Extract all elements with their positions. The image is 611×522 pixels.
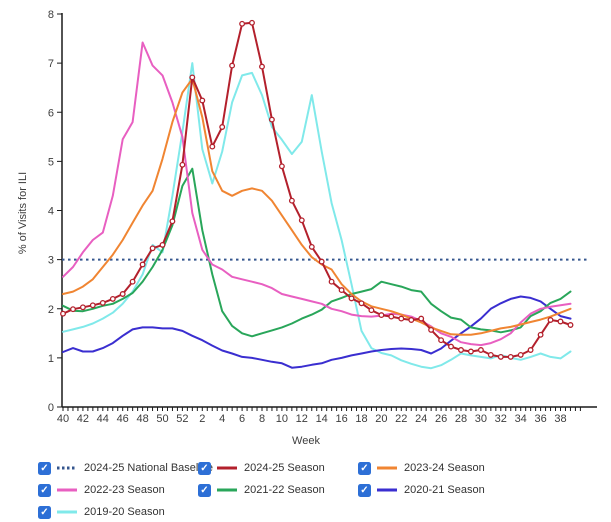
svg-text:48: 48 bbox=[136, 413, 148, 425]
svg-text:30: 30 bbox=[475, 413, 487, 425]
legend-label-2022-23-season: 2022-23 Season bbox=[84, 484, 165, 496]
series-line-2024-25-season bbox=[62, 21, 572, 358]
svg-text:2: 2 bbox=[199, 413, 205, 425]
svg-text:22: 22 bbox=[395, 413, 407, 425]
series-line-2022-23-season bbox=[62, 41, 572, 347]
svg-text:12: 12 bbox=[296, 413, 308, 425]
legend-item-2020-21-season: ✓ 2020-21 Season bbox=[358, 483, 485, 497]
svg-text:16: 16 bbox=[335, 413, 347, 425]
svg-text:8: 8 bbox=[259, 413, 265, 425]
legend-checkbox-2020-21-season[interactable]: ✓ bbox=[358, 483, 371, 497]
svg-text:28: 28 bbox=[455, 413, 467, 425]
series-markers-2024-25-season bbox=[60, 19, 574, 360]
legend-swatch-2023-24-season bbox=[377, 466, 397, 470]
legend-checkbox-2019-20-season[interactable]: ✓ bbox=[38, 505, 51, 519]
svg-text:24: 24 bbox=[415, 413, 427, 425]
legend-item-2019-20-season: ✓ 2019-20 Season bbox=[38, 505, 165, 519]
series-line-2023-24-season bbox=[62, 77, 572, 336]
y-ticks bbox=[57, 13, 62, 408]
svg-text:26: 26 bbox=[435, 413, 447, 425]
svg-text:0: 0 bbox=[48, 402, 54, 414]
svg-text:14: 14 bbox=[316, 413, 328, 425]
x-tick-labels: 40 42 44 46 48 50 52 2 4 6 8 10 12 14 16 18 20 22 24 26 28 30… bbox=[57, 413, 567, 425]
legend-item-2022-23-season: ✓ 2022-23 Season bbox=[38, 483, 165, 497]
series-line-2019-20-season bbox=[62, 62, 572, 370]
svg-text:42: 42 bbox=[77, 413, 89, 425]
svg-text:6: 6 bbox=[239, 413, 245, 425]
svg-text:50: 50 bbox=[156, 413, 168, 425]
axes bbox=[61, 13, 597, 408]
svg-text:40: 40 bbox=[57, 413, 69, 425]
svg-text:10: 10 bbox=[276, 413, 288, 425]
svg-text:4: 4 bbox=[48, 206, 54, 218]
svg-text:3: 3 bbox=[48, 255, 54, 267]
legend-swatch-2024-25-season bbox=[217, 466, 237, 470]
svg-text:6: 6 bbox=[48, 107, 54, 119]
legend-label-2024-25-national-baseline: 2024-25 National Baseline bbox=[84, 462, 214, 474]
y-tick-labels: 0 1 2 3 4 5 6 7 8 bbox=[48, 9, 54, 414]
legend-label-2019-20-season: 2019-20 Season bbox=[84, 506, 165, 518]
svg-text:36: 36 bbox=[534, 413, 546, 425]
svg-text:52: 52 bbox=[176, 413, 188, 425]
svg-text:7: 7 bbox=[48, 58, 54, 70]
legend-swatch-2021-22-season bbox=[217, 488, 237, 492]
series-line-2020-21-season bbox=[62, 295, 572, 369]
legend-swatch-2024-25-national-baseline bbox=[57, 466, 77, 470]
svg-text:4: 4 bbox=[219, 413, 225, 425]
svg-text:8: 8 bbox=[48, 9, 54, 21]
series-line-2021-22-season bbox=[62, 167, 572, 338]
legend-swatch-2020-21-season bbox=[377, 488, 397, 492]
legend-checkbox-2024-25-season[interactable]: ✓ bbox=[198, 461, 211, 475]
legend-checkbox-2024-25-national-baseline[interactable]: ✓ bbox=[38, 461, 51, 475]
svg-text:32: 32 bbox=[495, 413, 507, 425]
svg-text:20: 20 bbox=[375, 413, 387, 425]
legend-label-2020-21-season: 2020-21 Season bbox=[404, 484, 485, 496]
svg-text:18: 18 bbox=[355, 413, 367, 425]
svg-text:38: 38 bbox=[554, 413, 566, 425]
legend-label-2023-24-season: 2023-24 Season bbox=[404, 462, 485, 474]
svg-text:5: 5 bbox=[48, 156, 54, 168]
svg-text:2: 2 bbox=[48, 304, 54, 316]
legend-item-2021-22-season: ✓ 2021-22 Season bbox=[198, 483, 325, 497]
legend-label-2021-22-season: 2021-22 Season bbox=[244, 484, 325, 496]
svg-text:46: 46 bbox=[117, 413, 129, 425]
legend-item-2024-25-season: ✓ 2024-25 Season bbox=[198, 461, 325, 475]
x-ticks bbox=[62, 407, 581, 411]
svg-text:1: 1 bbox=[48, 353, 54, 365]
svg-text:34: 34 bbox=[515, 413, 527, 425]
legend-checkbox-2021-22-season[interactable]: ✓ bbox=[198, 483, 211, 497]
svg-text:44: 44 bbox=[97, 413, 109, 425]
legend-swatch-2022-23-season bbox=[57, 488, 77, 492]
legend-item-2023-24-season: ✓ 2023-24 Season bbox=[358, 461, 485, 475]
legend-label-2024-25-season: 2024-25 Season bbox=[244, 462, 325, 474]
y-axis-title: % of Visits for ILI bbox=[17, 171, 29, 255]
legend-checkbox-2023-24-season[interactable]: ✓ bbox=[358, 461, 371, 475]
legend-swatch-2019-20-season bbox=[57, 510, 77, 514]
legend-item-2024-25-national-baseline: ✓ 2024-25 National Baseline bbox=[38, 461, 213, 475]
x-axis-title: Week bbox=[292, 435, 320, 447]
legend-checkbox-2022-23-season[interactable]: ✓ bbox=[38, 483, 51, 497]
